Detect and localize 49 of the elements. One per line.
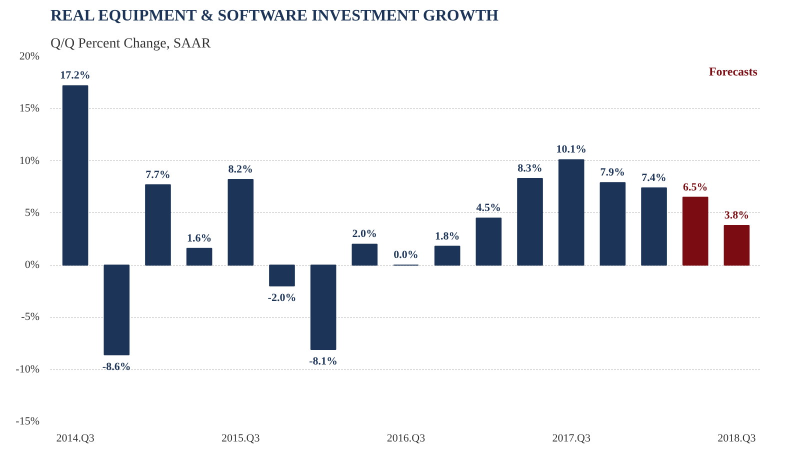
- data-label: 1.6%: [186, 232, 212, 244]
- data-label: 4.5%: [476, 202, 502, 214]
- data-label: -8.6%: [102, 360, 131, 373]
- y-tick-label: -15%: [16, 416, 40, 428]
- x-tick-label: 2014.Q3: [56, 432, 95, 444]
- bar: [104, 264, 130, 356]
- bar: [434, 246, 460, 266]
- data-label: 1.8%: [434, 230, 460, 242]
- x-tick-label: 2016.Q3: [386, 432, 426, 444]
- data-label: 8.2%: [228, 164, 254, 176]
- y-tick-label: 15%: [19, 102, 40, 115]
- data-label: 2.0%: [352, 228, 378, 240]
- data-label: 8.3%: [518, 162, 542, 175]
- bar: [145, 184, 171, 266]
- x-tick-label: 2018.Q3: [718, 432, 756, 444]
- data-label: -8.1%: [309, 356, 338, 368]
- y-tick-label: 20%: [19, 50, 40, 62]
- y-tick-label: -10%: [16, 363, 40, 376]
- bar: [476, 218, 502, 266]
- data-label: -2.0%: [268, 292, 296, 304]
- bar: [558, 159, 584, 266]
- y-tick-label: 0%: [24, 259, 40, 272]
- data-label: 7.9%: [600, 166, 626, 179]
- bar: [228, 179, 254, 266]
- bar: [600, 182, 626, 266]
- bar: [641, 187, 667, 266]
- y-tick-label: 10%: [19, 154, 40, 167]
- bar: [186, 248, 212, 266]
- data-label: 0.0%: [394, 249, 418, 262]
- data-label: 7.4%: [642, 172, 666, 184]
- y-tick-label: -5%: [21, 311, 40, 324]
- chart-subtitle: Q/Q Percent Change, SAAR: [50, 36, 212, 52]
- bar: [62, 85, 88, 266]
- x-tick-label: 2015.Q3: [222, 432, 260, 444]
- bar: [310, 264, 336, 350]
- bar: [682, 196, 708, 266]
- data-label: 3.8%: [724, 209, 750, 222]
- annotation: Forecasts: [708, 64, 758, 78]
- bar: [724, 224, 750, 266]
- bar: [517, 178, 543, 266]
- data-label: 10.1%: [556, 144, 586, 156]
- data-label: 6.5%: [682, 181, 708, 194]
- data-label: 17.2%: [60, 70, 90, 82]
- x-tick-label: 2017.Q3: [552, 432, 591, 444]
- y-tick-label: 5%: [24, 206, 40, 219]
- bar: [269, 264, 295, 286]
- data-label: 7.7%: [146, 168, 170, 181]
- chart-title: REAL EQUIPMENT & SOFTWARE INVESTMENT GROWTH: [50, 8, 499, 24]
- bar: [352, 244, 378, 266]
